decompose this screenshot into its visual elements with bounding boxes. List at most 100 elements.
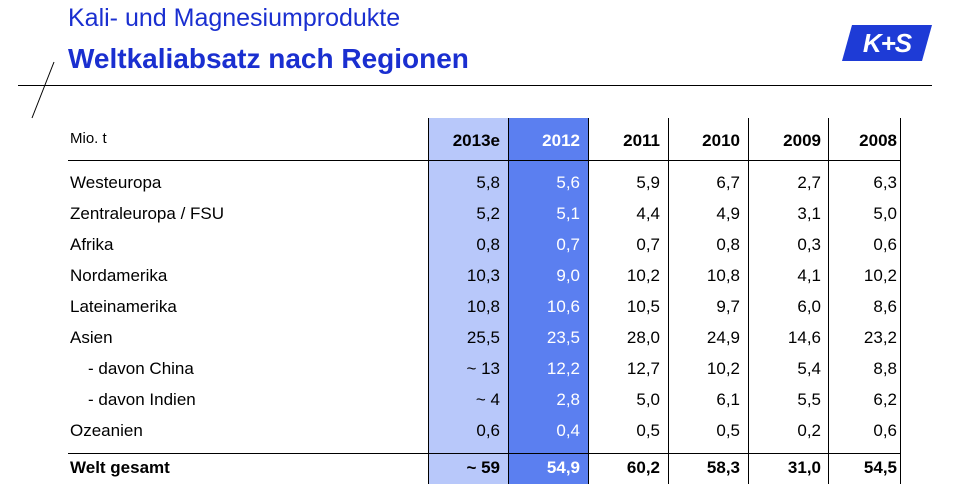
- row-label: Lateinamerika: [70, 297, 177, 316]
- cell-value: 10,8: [706, 266, 740, 285]
- cell-value: 10,5: [626, 297, 660, 316]
- cell-value: 9,7: [716, 297, 740, 316]
- column-divider: [828, 118, 829, 484]
- cell-value: 4,9: [716, 204, 740, 223]
- cell-value: 6,2: [873, 390, 897, 409]
- cell-value: 54,9: [546, 458, 580, 477]
- cell-value: 8,8: [873, 359, 897, 378]
- cell-value: 4,4: [636, 204, 660, 223]
- table-row: Afrika 0,8 0,7 0,7 0,8 0,3 0,6: [0, 232, 966, 263]
- column-divider: [508, 118, 509, 484]
- ks-logo-icon: [842, 25, 932, 61]
- cell-value: 10,3: [466, 266, 500, 285]
- cell-value: 8,6: [873, 297, 897, 316]
- column-highlight-2012: [508, 118, 588, 484]
- row-label: Nordamerika: [70, 266, 168, 285]
- column-divider: [588, 118, 589, 484]
- cell-value: 0,6: [476, 421, 500, 440]
- cell-value: ~ 13: [466, 359, 500, 378]
- table-row: Westeuropa 5,8 5,6 5,9 6,7 2,7 6,3: [0, 170, 966, 201]
- cell-value: 5,8: [476, 173, 500, 192]
- cell-value: 0,5: [636, 421, 660, 440]
- cell-value: 24,9: [706, 328, 740, 347]
- year-header: 2009: [783, 131, 821, 150]
- cell-value: 12,2: [546, 359, 580, 378]
- cell-value: 10,6: [546, 297, 580, 316]
- cell-value: 0,7: [636, 235, 660, 254]
- row-label: Ozeanien: [70, 421, 143, 440]
- year-header: 2013e: [452, 131, 500, 150]
- cell-value: 9,0: [556, 266, 580, 285]
- cell-value: 5,5: [797, 390, 821, 409]
- row-label: Westeuropa: [70, 173, 162, 192]
- cell-value: 31,0: [787, 458, 821, 477]
- cell-value: 10,2: [863, 266, 897, 285]
- cell-value: 5,1: [556, 204, 580, 223]
- cell-value: 0,2: [797, 421, 821, 440]
- cell-value: 3,1: [797, 204, 821, 223]
- cell-value: 10,2: [706, 359, 740, 378]
- cell-value: 0,6: [873, 421, 897, 440]
- cell-value: 14,6: [787, 328, 821, 347]
- column-divider: [748, 118, 749, 484]
- row-label: Asien: [70, 328, 113, 347]
- cell-value: 6,3: [873, 173, 897, 192]
- cell-value: 60,2: [626, 458, 660, 477]
- header-rule: [68, 160, 900, 161]
- cell-value: 6,0: [797, 297, 821, 316]
- column-highlight-2013e: [428, 118, 508, 484]
- cell-value: 2,7: [797, 173, 821, 192]
- row-label: Afrika: [70, 235, 114, 254]
- decorative-slash: [31, 61, 55, 119]
- cell-value: 6,1: [716, 390, 740, 409]
- cell-value: 25,5: [466, 328, 500, 347]
- cell-value: 0,3: [797, 235, 821, 254]
- cell-value: 54,5: [863, 458, 897, 477]
- column-divider: [900, 118, 901, 484]
- column-divider: [668, 118, 669, 484]
- table-row: Zentraleuropa / FSU 5,2 5,1 4,4 4,9 3,1 5,0: [0, 201, 966, 232]
- cell-value: 2,8: [556, 390, 580, 409]
- cell-value: 5,0: [873, 204, 897, 223]
- table-row: - davon Indien ~ 4 2,8 5,0 6,1 5,5 6,2: [0, 387, 966, 418]
- year-header: 2012: [542, 131, 580, 150]
- cell-value: 6,7: [716, 173, 740, 192]
- slide-subtitle: Weltkaliabsatz nach Regionen: [68, 43, 469, 74]
- table-row: Lateinamerika 10,8 10,6 10,5 9,7 6,0 8,6: [0, 294, 966, 325]
- cell-value: 23,2: [863, 328, 897, 347]
- cell-value: 4,1: [797, 266, 821, 285]
- cell-value: 23,5: [546, 328, 580, 347]
- total-rule: [68, 453, 900, 454]
- table-row: - davon China ~ 13 12,2 12,7 10,2 5,4 8,8: [0, 356, 966, 387]
- cell-value: 0,7: [556, 235, 580, 254]
- cell-value: ~ 4: [475, 390, 500, 409]
- column-divider: [428, 118, 429, 484]
- cell-value: 0,8: [476, 235, 500, 254]
- cell-value: 10,2: [626, 266, 660, 285]
- cell-value: 5,0: [636, 390, 660, 409]
- table-row: Asien 25,5 23,5 28,0 24,9 14,6 23,2: [0, 325, 966, 356]
- row-label: Zentraleuropa / FSU: [70, 204, 225, 223]
- cell-value: 5,6: [556, 173, 580, 192]
- cell-value: 5,9: [636, 173, 660, 192]
- cell-value: ~ 59: [466, 458, 500, 477]
- cell-value: 0,5: [716, 421, 740, 440]
- cell-value: 5,4: [797, 359, 821, 378]
- unit-label: Mio. t: [70, 130, 107, 147]
- logo-text: K+S: [862, 28, 912, 58]
- year-header: 2011: [623, 131, 660, 150]
- cell-value: 12,7: [626, 359, 660, 378]
- cell-value: 58,3: [706, 458, 740, 477]
- cell-value: 5,2: [476, 204, 500, 223]
- year-header: 2008: [859, 131, 897, 150]
- cell-value: 0,8: [716, 235, 740, 254]
- row-label: - davon China: [88, 359, 194, 378]
- row-label: Welt gesamt: [70, 458, 170, 477]
- row-label: - davon Indien: [88, 390, 196, 409]
- table-row: Nordamerika 10,3 9,0 10,2 10,8 4,1 10,2: [0, 263, 966, 294]
- title-divider: [18, 85, 932, 86]
- total-row: Welt gesamt ~ 59 54,9 60,2 58,3 31,0 54,5: [0, 455, 966, 486]
- cell-value: 28,0: [626, 328, 660, 347]
- cell-value: 10,8: [466, 297, 500, 316]
- slide-title: Kali- und Magnesiumprodukte: [68, 4, 401, 32]
